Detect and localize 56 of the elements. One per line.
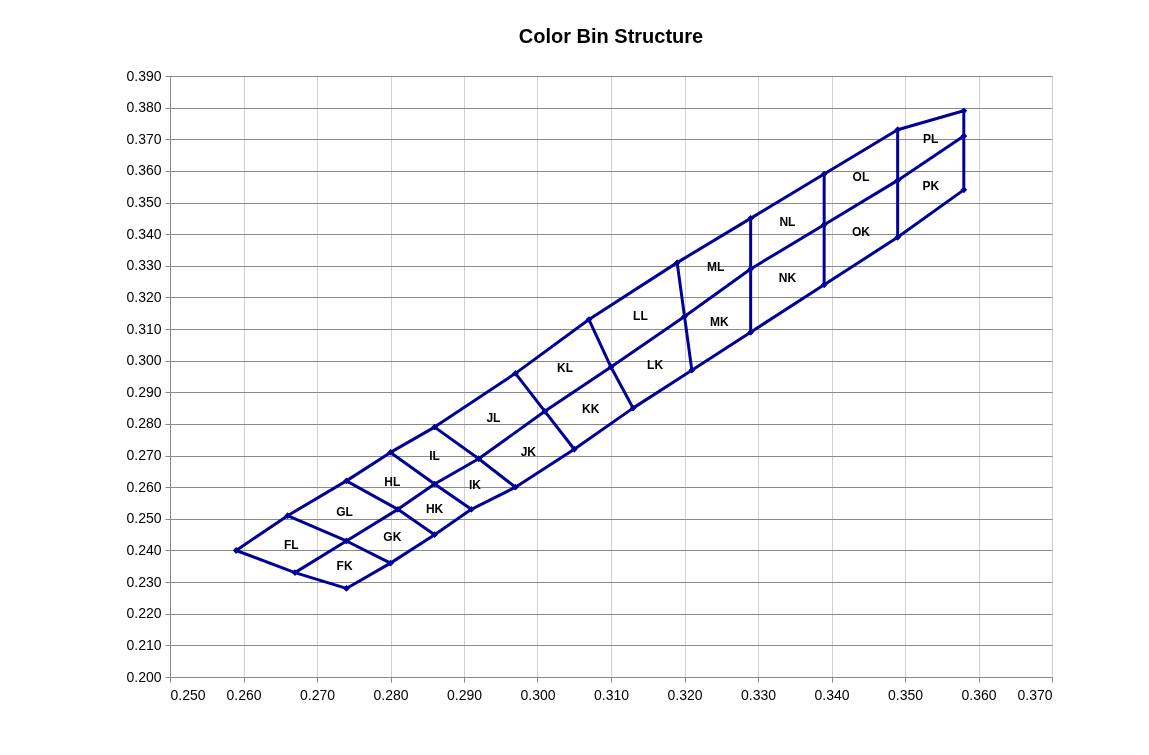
x-tick-label: 0.310 xyxy=(593,686,630,703)
annotation: JK xyxy=(520,444,537,459)
y-tick-label: 0.290 xyxy=(126,383,162,400)
x-tick-label: 0.340 xyxy=(814,686,850,703)
y-tick-label: 0.320 xyxy=(126,288,162,305)
y-tick-label: 0.230 xyxy=(126,573,162,590)
y-tick-label: 0.370 xyxy=(126,130,162,147)
annotation: JL xyxy=(486,410,501,425)
annotation: PK xyxy=(922,178,940,193)
x-tick-label: 0.270 xyxy=(299,686,336,703)
x-tick-label: 0.290 xyxy=(446,686,483,703)
x-tick-label: 0.280 xyxy=(373,686,409,703)
y-tick-label: 0.270 xyxy=(126,447,162,464)
annotation: GL xyxy=(336,504,353,519)
y-tick-label: 0.330 xyxy=(126,257,162,274)
y-tick-label: 0.300 xyxy=(126,352,162,369)
y-tick-label: 0.250 xyxy=(126,510,162,527)
annotation: HK xyxy=(425,502,444,517)
y-tick-label: 0.280 xyxy=(126,415,162,432)
y-tick-label: 0.360 xyxy=(126,162,162,179)
annotation: ML xyxy=(707,259,725,274)
y-tick-label: 0.210 xyxy=(126,636,162,653)
annotation: GK xyxy=(383,530,402,545)
annotation: OK xyxy=(851,224,871,239)
x-tick-label: 0.360 xyxy=(961,686,997,703)
y-tick-label: 0.220 xyxy=(126,605,162,622)
annotation: MK xyxy=(710,314,730,329)
annotation: FK xyxy=(336,559,353,574)
x-tick-label: 0.250 xyxy=(170,686,206,703)
annotation: IK xyxy=(469,477,482,492)
y-tick-label: 0.390 xyxy=(126,67,162,84)
y-tick-label: 0.350 xyxy=(126,194,162,211)
y-tick-label: 0.200 xyxy=(126,668,162,685)
x-tick-label: 0.370 xyxy=(1017,686,1053,703)
y-tick-label: 0.340 xyxy=(126,225,162,242)
x-tick-label: 0.320 xyxy=(667,686,703,703)
x-tick-label: 0.260 xyxy=(226,686,262,703)
y-tick-label: 0.380 xyxy=(126,99,162,116)
annotation: KK xyxy=(582,401,600,416)
y-tick-label: 0.310 xyxy=(126,320,162,337)
annotation: LL xyxy=(633,309,648,324)
annotation: KL xyxy=(557,360,574,375)
annotation: NK xyxy=(778,270,797,285)
annotation: LK xyxy=(647,358,664,373)
chart-title: Color Bin Structure xyxy=(518,25,704,47)
y-tick-label: 0.240 xyxy=(126,541,162,558)
x-tick-label: 0.350 xyxy=(887,686,924,703)
annotation: PL xyxy=(923,132,939,147)
annotation: NL xyxy=(779,214,796,229)
annotation: OL xyxy=(852,170,870,185)
annotation: IL xyxy=(429,448,440,463)
annotation: HL xyxy=(384,474,401,489)
y-tick-label: 0.260 xyxy=(126,478,162,495)
x-tick-label: 0.330 xyxy=(740,686,777,703)
annotation: FL xyxy=(283,537,299,552)
x-tick-label: 0.300 xyxy=(520,686,556,703)
